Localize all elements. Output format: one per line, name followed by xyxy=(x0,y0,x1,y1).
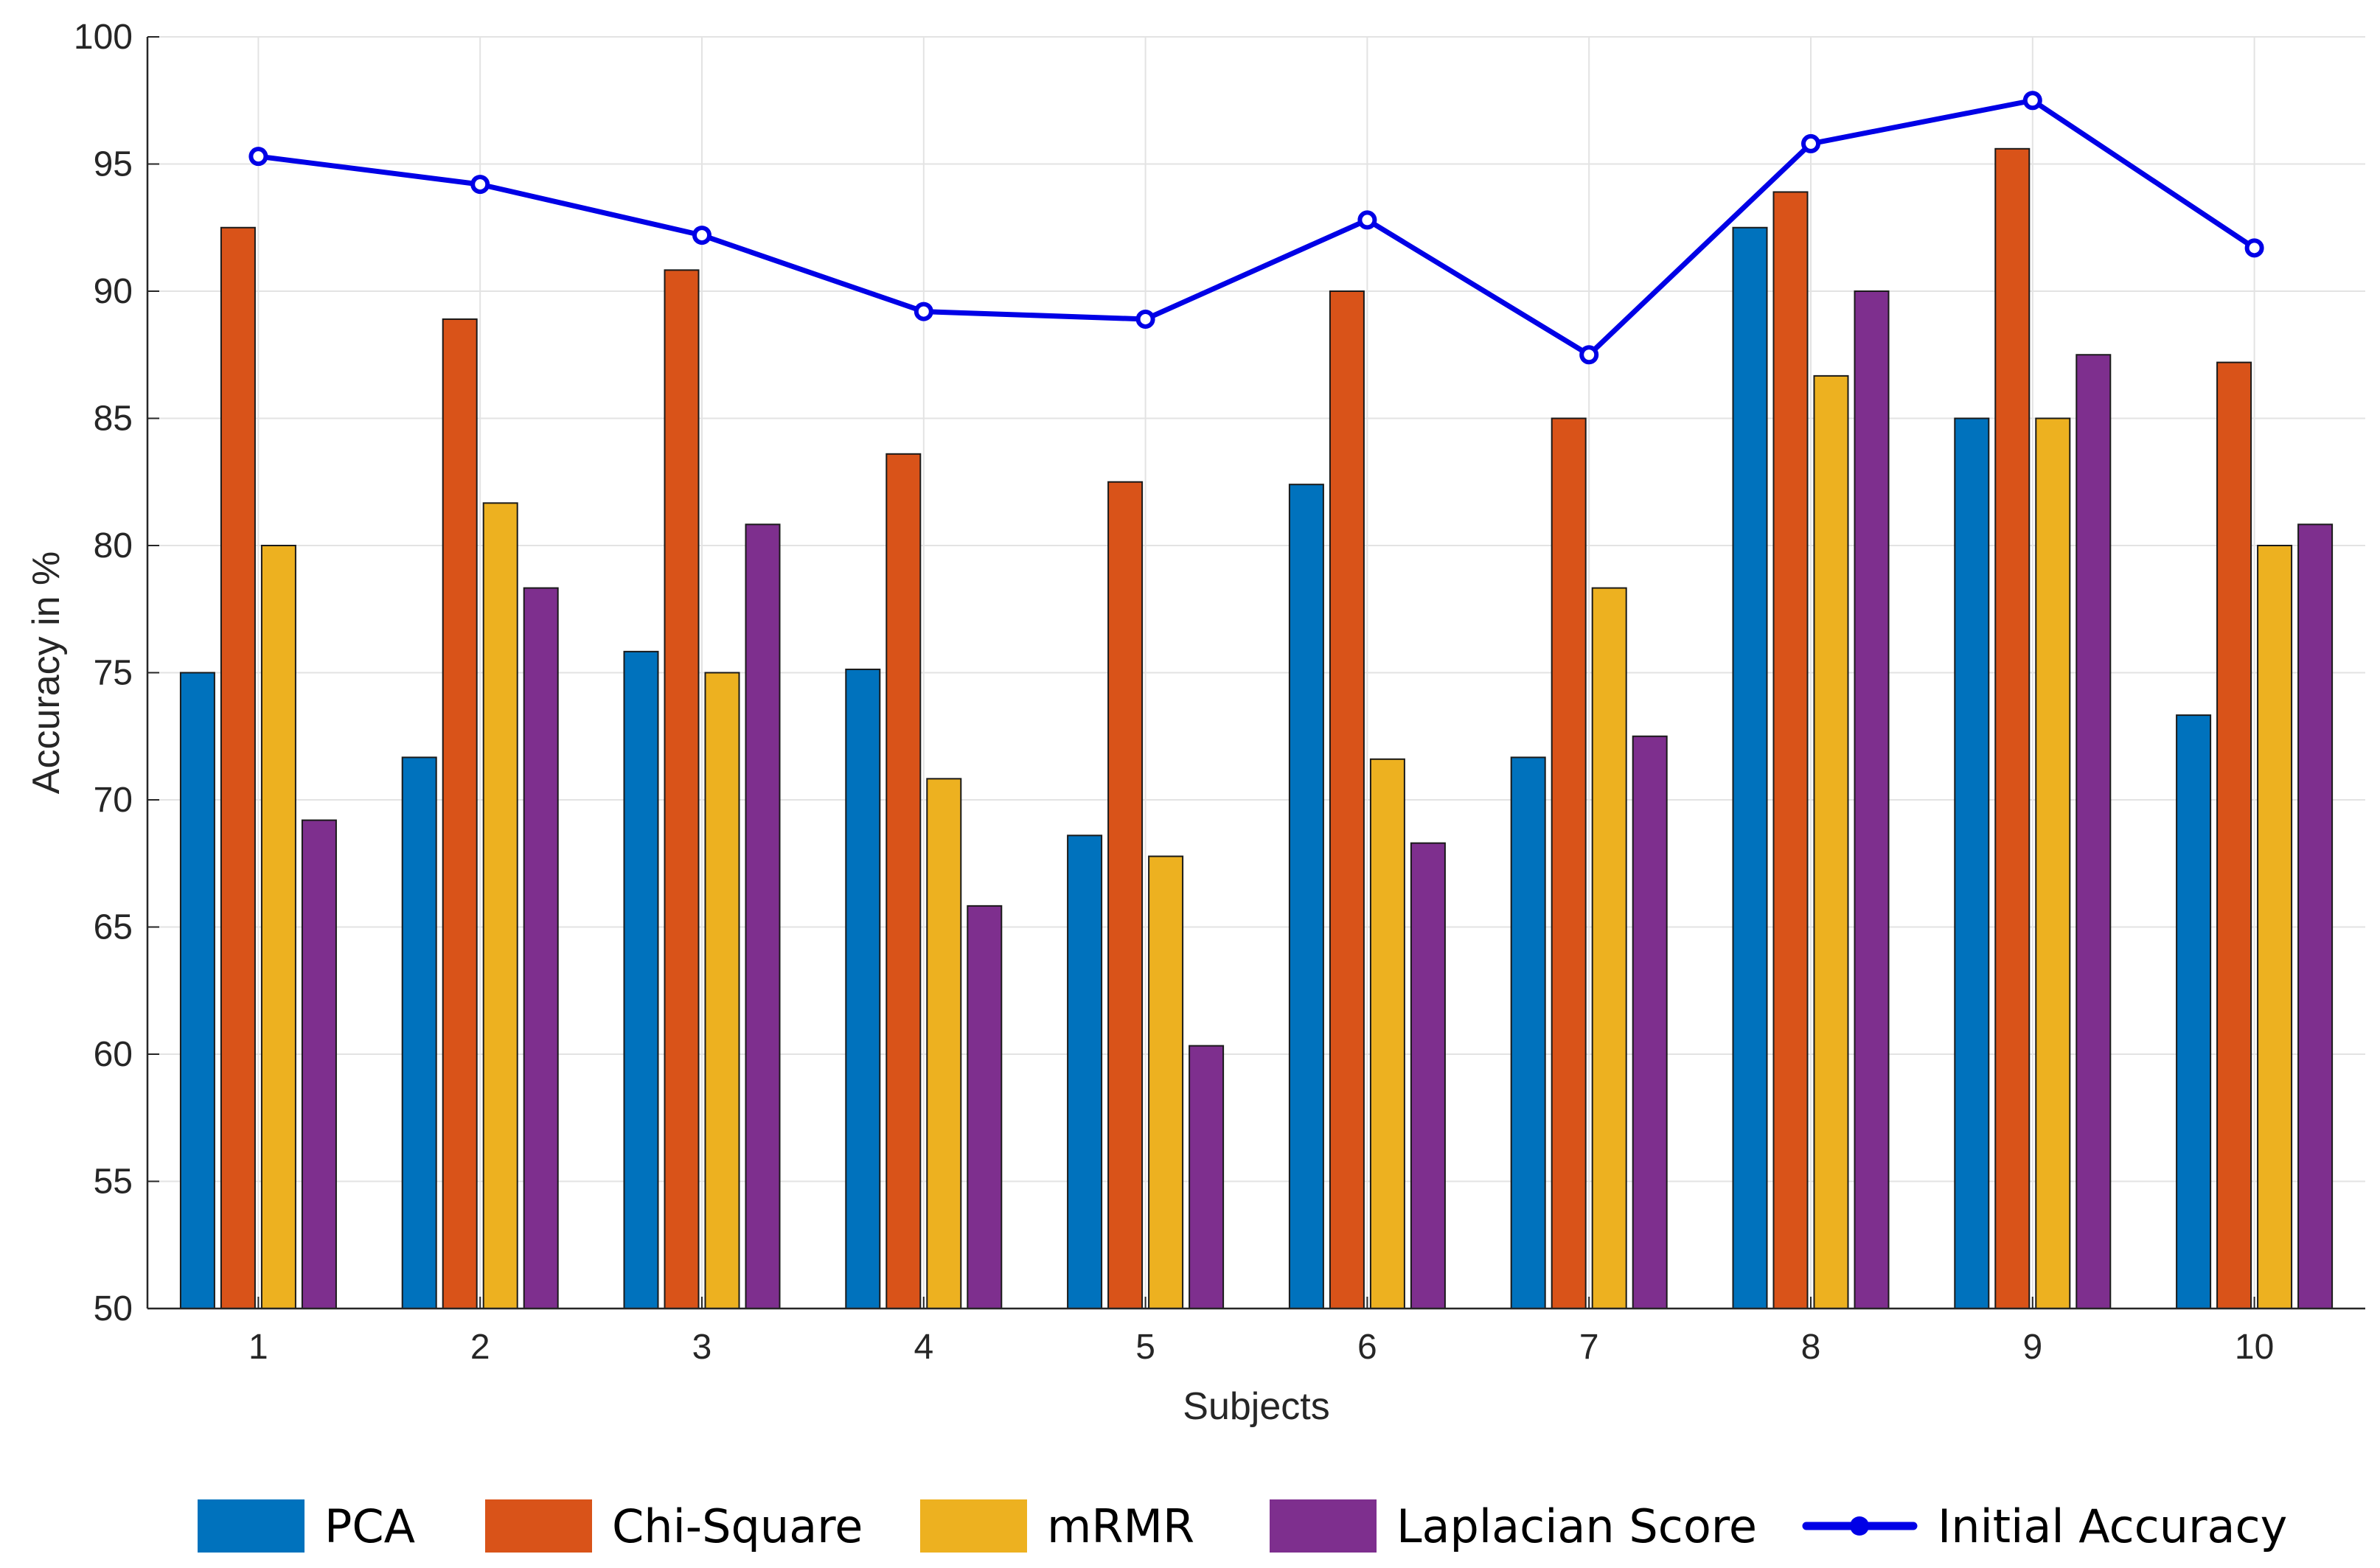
x-tick-label: 6 xyxy=(1357,1328,1377,1367)
initial-accuracy-point-9 xyxy=(2022,91,2042,111)
initial-accuracy-point-4 xyxy=(914,302,933,321)
bar-chi-square-5 xyxy=(1107,481,1144,1309)
y-tick-label: 100 xyxy=(74,18,133,57)
y-axis-title: Accuracy in % xyxy=(25,551,68,794)
initial-accuracy-point-5 xyxy=(1135,309,1155,329)
bar-chi-square-3 xyxy=(664,269,700,1309)
x-tick-label: 9 xyxy=(2022,1328,2042,1367)
bar-mrmr-8 xyxy=(1813,374,1849,1309)
y-tick-label: 65 xyxy=(94,908,133,947)
x-tick-label: 5 xyxy=(1135,1328,1155,1367)
bar-pca-6 xyxy=(1288,484,1324,1310)
y-tick-label: 75 xyxy=(94,654,133,693)
y-tick-label: 70 xyxy=(94,781,133,820)
bar-pca-10 xyxy=(2176,714,2212,1309)
legend-swatch-chi-square xyxy=(485,1499,592,1553)
initial-accuracy-point-10 xyxy=(2244,238,2264,258)
bar-mrmr-10 xyxy=(2257,545,2293,1309)
y-tick-label: 60 xyxy=(94,1035,133,1074)
x-tick-label: 10 xyxy=(2235,1328,2274,1367)
x-tick-label: 7 xyxy=(1579,1328,1599,1367)
bar-chi-square-9 xyxy=(1994,147,2031,1309)
legend-label-initial-accuracy: Initial Accuracy xyxy=(1938,1499,2287,1553)
bar-laplacian-score-3 xyxy=(745,523,781,1309)
bar-laplacian-score-8 xyxy=(1854,290,1890,1309)
bar-chi-square-10 xyxy=(2216,361,2252,1310)
bar-pca-7 xyxy=(1510,756,1546,1309)
bar-pca-1 xyxy=(179,672,215,1309)
bar-laplacian-score-1 xyxy=(301,819,337,1309)
y-tick-label: 90 xyxy=(94,272,133,311)
bar-mrmr-6 xyxy=(1369,758,1405,1310)
x-tick-label: 8 xyxy=(1801,1328,1821,1367)
bar-pca-8 xyxy=(1732,226,1768,1309)
initial-accuracy-line xyxy=(248,91,2264,365)
bar-mrmr-5 xyxy=(1148,855,1184,1309)
x-tick-label: 3 xyxy=(692,1328,712,1367)
bar-laplacian-score-9 xyxy=(2075,354,2112,1309)
y-tick-label: 95 xyxy=(94,145,133,184)
initial-accuracy-point-3 xyxy=(692,226,711,245)
y-tick-label: 55 xyxy=(94,1163,133,1202)
bar-mrmr-3 xyxy=(704,672,740,1309)
x-axis-title: Subjects xyxy=(1183,1385,1329,1428)
bar-pca-9 xyxy=(1954,417,1990,1309)
bar-laplacian-score-7 xyxy=(1632,735,1668,1309)
bar-chi-square-6 xyxy=(1329,290,1365,1309)
bar-mrmr-4 xyxy=(926,778,962,1309)
bar-pca-3 xyxy=(623,650,659,1309)
bar-laplacian-score-2 xyxy=(523,587,559,1309)
bar-mrmr-9 xyxy=(2035,417,2071,1309)
x-tick-label: 4 xyxy=(914,1328,933,1367)
bar-mrmr-7 xyxy=(1591,587,1627,1309)
bar-pca-5 xyxy=(1067,834,1103,1310)
legend-label-chi-square: Chi-Square xyxy=(612,1499,863,1553)
legend-label-laplacian-score: Laplacian Score xyxy=(1396,1499,1757,1553)
initial-accuracy-polyline xyxy=(257,97,2256,358)
bar-laplacian-score-4 xyxy=(967,905,1003,1309)
bar-chi-square-7 xyxy=(1551,417,1587,1309)
bar-chi-square-8 xyxy=(1772,191,1809,1310)
y-tick-label: 80 xyxy=(94,526,133,565)
bar-pca-2 xyxy=(401,756,437,1309)
legend-swatch-mrmr xyxy=(920,1499,1027,1553)
initial-accuracy-point-8 xyxy=(1801,133,1820,153)
initial-accuracy-point-1 xyxy=(248,147,268,167)
initial-accuracy-point-2 xyxy=(470,175,490,195)
initial-accuracy-point-7 xyxy=(1579,345,1599,365)
initial-accuracy-point-6 xyxy=(1357,210,1377,230)
legend-label-pca: PCA xyxy=(324,1499,415,1553)
bar-chi-square-4 xyxy=(885,453,922,1309)
tick-labels: 50 55 60 65 70 75 80 85 90 95 100 1 2 3 4 5 6 7 8 9 10 xyxy=(74,18,2274,1367)
axes xyxy=(146,36,2365,1310)
x-tick-label: 2 xyxy=(470,1328,490,1367)
bar-mrmr-2 xyxy=(482,502,518,1309)
bar-pca-4 xyxy=(845,669,881,1309)
bar-chi-square-2 xyxy=(442,318,478,1310)
bar-laplacian-score-5 xyxy=(1189,1045,1225,1309)
bar-mrmr-1 xyxy=(260,545,296,1309)
legend-swatch-laplacian-score xyxy=(1270,1499,1377,1553)
y-tick-label: 85 xyxy=(94,400,133,439)
legend: PCA Chi-Square mRMR Laplacian Score Initial … xyxy=(198,1499,2287,1553)
legend-swatch-pca xyxy=(198,1499,305,1553)
legend-label-mrmr: mRMR xyxy=(1047,1499,1194,1553)
bar-laplacian-score-10 xyxy=(2297,523,2334,1309)
bar-series xyxy=(179,147,2334,1310)
bar-laplacian-score-6 xyxy=(1410,842,1446,1309)
y-tick-label: 50 xyxy=(94,1289,133,1328)
x-tick-label: 1 xyxy=(248,1328,268,1367)
legend-marker-initial-accuracy xyxy=(1850,1516,1869,1536)
bar-chi-square-1 xyxy=(220,226,256,1309)
